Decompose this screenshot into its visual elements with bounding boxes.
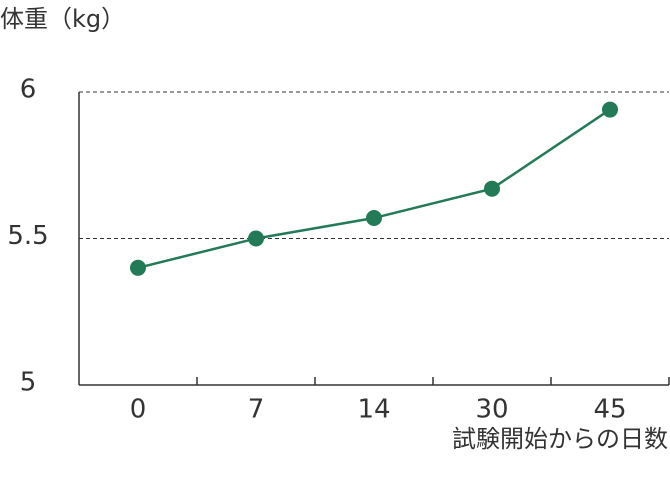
x-axis-title: 試験開始からの日数 [452, 425, 668, 453]
point [602, 101, 618, 118]
point [130, 259, 146, 276]
point [484, 180, 500, 197]
y-tick-label: 6 [20, 75, 37, 105]
line [137, 108, 611, 270]
y-tick-label: 5 [20, 368, 37, 398]
point [248, 230, 264, 247]
x-tick-label: 45 [593, 395, 626, 425]
point [366, 209, 382, 226]
y-tick-label: 5.5 [7, 221, 48, 251]
x-tick-label: 7 [248, 395, 265, 425]
x-tick-label: 14 [357, 395, 390, 425]
y-axis-title: 体重（kg） [0, 5, 125, 33]
x-tick-label: 30 [475, 395, 508, 425]
x-tick-label: 0 [130, 395, 147, 425]
